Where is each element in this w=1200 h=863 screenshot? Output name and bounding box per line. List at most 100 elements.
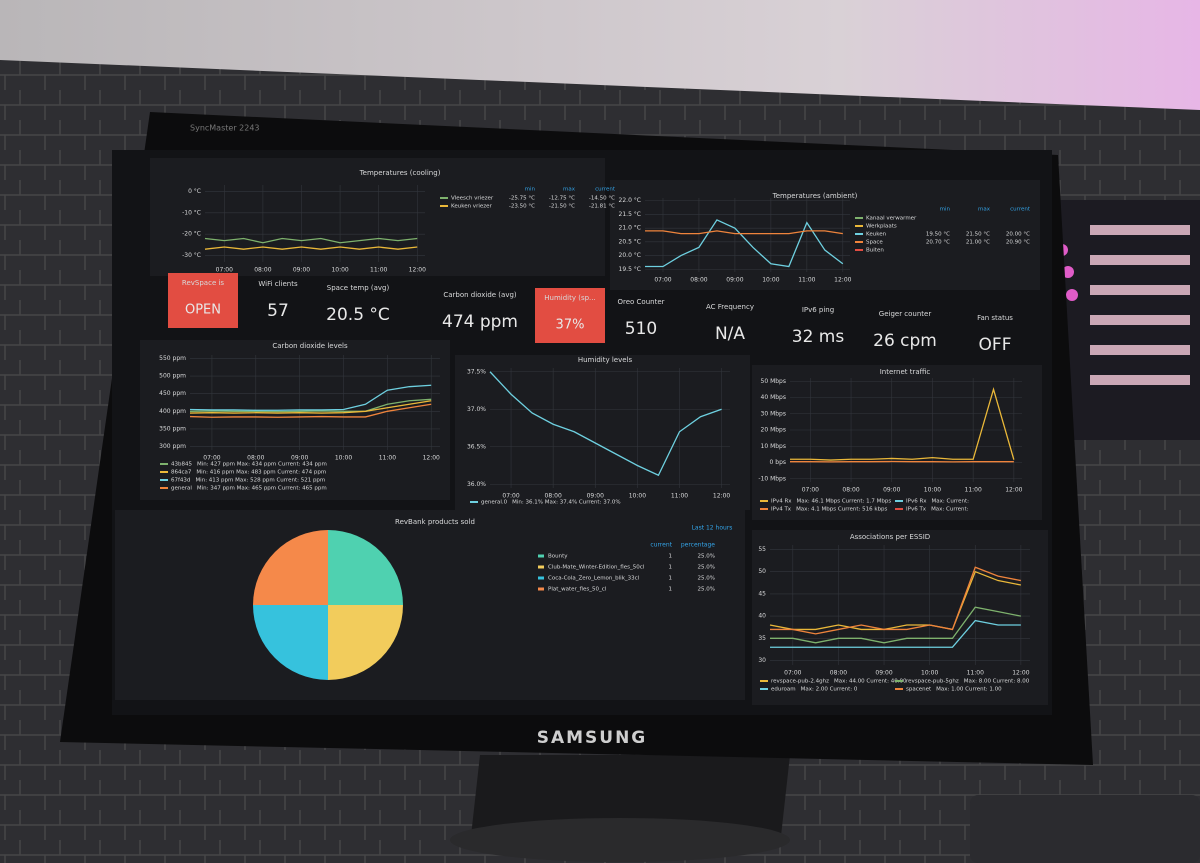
panel <box>610 180 1040 290</box>
legend-name: Kanaal verwarmer <box>866 216 917 222</box>
panel <box>752 365 1042 520</box>
legend-name: 864ca7 <box>171 470 192 476</box>
table-category: Club-Mate_Winter-Edition_fles_50cl <box>548 565 645 571</box>
ceiling <box>0 0 1200 110</box>
legend-swatch <box>538 565 544 569</box>
pie-slice <box>253 605 328 680</box>
y-tick-label: 55 <box>758 546 766 553</box>
legend-stat: Max: 2.00 Current: 0 <box>801 687 858 693</box>
legend-stat: 21.50 °C <box>966 232 990 238</box>
x-tick-label: 12:00 <box>834 277 851 284</box>
stand-base <box>450 818 790 862</box>
legend-stat: Max: 46.1 Mbps Current: 1.7 Mbps <box>797 499 892 505</box>
stat-title: WiFi clients <box>258 280 298 288</box>
series-line <box>189 400 432 414</box>
x-tick-label: 09:00 <box>726 277 743 284</box>
x-tick-label: 08:00 <box>690 277 707 284</box>
table-current: 1 <box>669 565 673 571</box>
legend-header: min <box>940 207 951 213</box>
legend-name: IPv6 Rx <box>906 499 927 505</box>
legend-stat: Min: 347 ppm Max: 465 ppm Current: 465 p… <box>197 486 327 492</box>
x-tick-label: 10:00 <box>924 487 941 494</box>
stat-title: Fan status <box>977 314 1013 322</box>
x-tick-label: 07:00 <box>216 267 233 274</box>
x-tick-label: 08:00 <box>254 267 271 274</box>
legend-swatch <box>538 587 544 591</box>
x-tick-label: 10:00 <box>762 277 779 284</box>
table-header: percentage <box>681 542 715 549</box>
legend-stat: -14.50 °C <box>589 196 615 202</box>
series-line <box>189 398 432 413</box>
legend-name: 43b845 <box>171 462 192 468</box>
chart-title: Temperatures (cooling) <box>359 169 441 177</box>
legend-stat: Max: 8.00 Current: 8.00 <box>964 679 1030 685</box>
series-line <box>189 403 432 418</box>
legend-header: current <box>1010 207 1031 213</box>
table-category: Plat_water_fles_50_cl <box>548 587 607 593</box>
monitor-model: SyncMaster 2243 <box>190 124 260 133</box>
legend-stat: Max: 4.1 Mbps Current: 516 kbps <box>796 507 887 513</box>
legend-name: IPv6 Tx <box>906 507 927 513</box>
x-tick-label: 07:00 <box>203 455 220 462</box>
y-tick-label: 36.0% <box>467 481 486 488</box>
legend-name: Vleesch vriezer <box>451 196 494 202</box>
monitor-brand: SAMSUNG <box>537 728 648 748</box>
legend-stat: 19.50 °C <box>926 232 950 238</box>
legend-name: general <box>171 486 192 492</box>
series-line <box>489 371 722 477</box>
legend-swatch <box>538 554 544 558</box>
y-tick-label: 30 <box>758 657 766 664</box>
stat-title: Space temp (avg) <box>327 284 390 292</box>
legend-stat: 20.90 °C <box>1006 240 1030 246</box>
table-current: 1 <box>669 554 673 560</box>
y-tick-label: 20.0 °C <box>619 252 641 259</box>
legend-stat: 21.00 °C <box>966 240 990 246</box>
x-tick-label: 11:00 <box>379 455 396 462</box>
legend-stat: Min: 427 ppm Max: 434 ppm Current: 434 p… <box>197 462 327 468</box>
series-line <box>770 566 1022 635</box>
panel <box>140 340 450 500</box>
stat-value: 37% <box>556 318 585 333</box>
x-tick-label: 11:00 <box>967 670 984 677</box>
x-tick-label: 08:00 <box>545 493 562 500</box>
x-tick-label: 12:00 <box>713 493 730 500</box>
panel <box>115 510 745 700</box>
x-tick-label: 09:00 <box>291 455 308 462</box>
y-tick-label: 0 bps <box>770 459 786 466</box>
x-tick-label: 11:00 <box>798 277 815 284</box>
legend-name: spacenet <box>906 687 932 693</box>
x-tick-label: 10:00 <box>629 493 646 500</box>
y-tick-label: 550 ppm <box>159 355 186 362</box>
y-tick-label: 20 Mbps <box>761 427 786 434</box>
legend-name: eduroam <box>771 687 796 693</box>
table-current: 1 <box>669 576 673 582</box>
dashboard: RevSpace is OPEN WiFi clients 57 Space temp … <box>115 158 1048 705</box>
x-tick-label: 11:00 <box>965 487 982 494</box>
device <box>970 795 1200 863</box>
stat-value: 474 ppm <box>442 312 518 332</box>
panel <box>455 355 750 510</box>
stat-title: RevSpace is <box>182 279 225 287</box>
stat-title: Geiger counter <box>879 310 932 318</box>
legend-stat: -12.75 °C <box>549 196 575 202</box>
x-tick-label: 11:00 <box>370 267 387 274</box>
panel <box>752 530 1048 705</box>
y-tick-label: -30 °C <box>182 252 201 259</box>
legend-name: revspace-pub-2.4ghz <box>771 679 829 685</box>
x-tick-label: 08:00 <box>830 670 847 677</box>
time-range: Last 12 hours <box>692 525 733 532</box>
panel <box>150 158 605 276</box>
legend-stat: -21.50 °C <box>549 204 575 210</box>
legend-stat: -21.81 °C <box>589 204 615 210</box>
y-tick-label: 10 Mbps <box>761 443 786 450</box>
stat-value: OFF <box>979 335 1012 355</box>
y-tick-label: 300 ppm <box>159 443 186 450</box>
stat-background <box>535 288 605 343</box>
x-tick-label: 07:00 <box>502 493 519 500</box>
chart-title: Humidity levels <box>578 356 633 364</box>
stat-value: 32 ms <box>792 327 845 347</box>
legend-swatch <box>538 576 544 580</box>
pie-slice <box>253 530 328 605</box>
legend-stat: Min: 36.1% Max: 37.4% Current: 37.0% <box>512 500 621 506</box>
